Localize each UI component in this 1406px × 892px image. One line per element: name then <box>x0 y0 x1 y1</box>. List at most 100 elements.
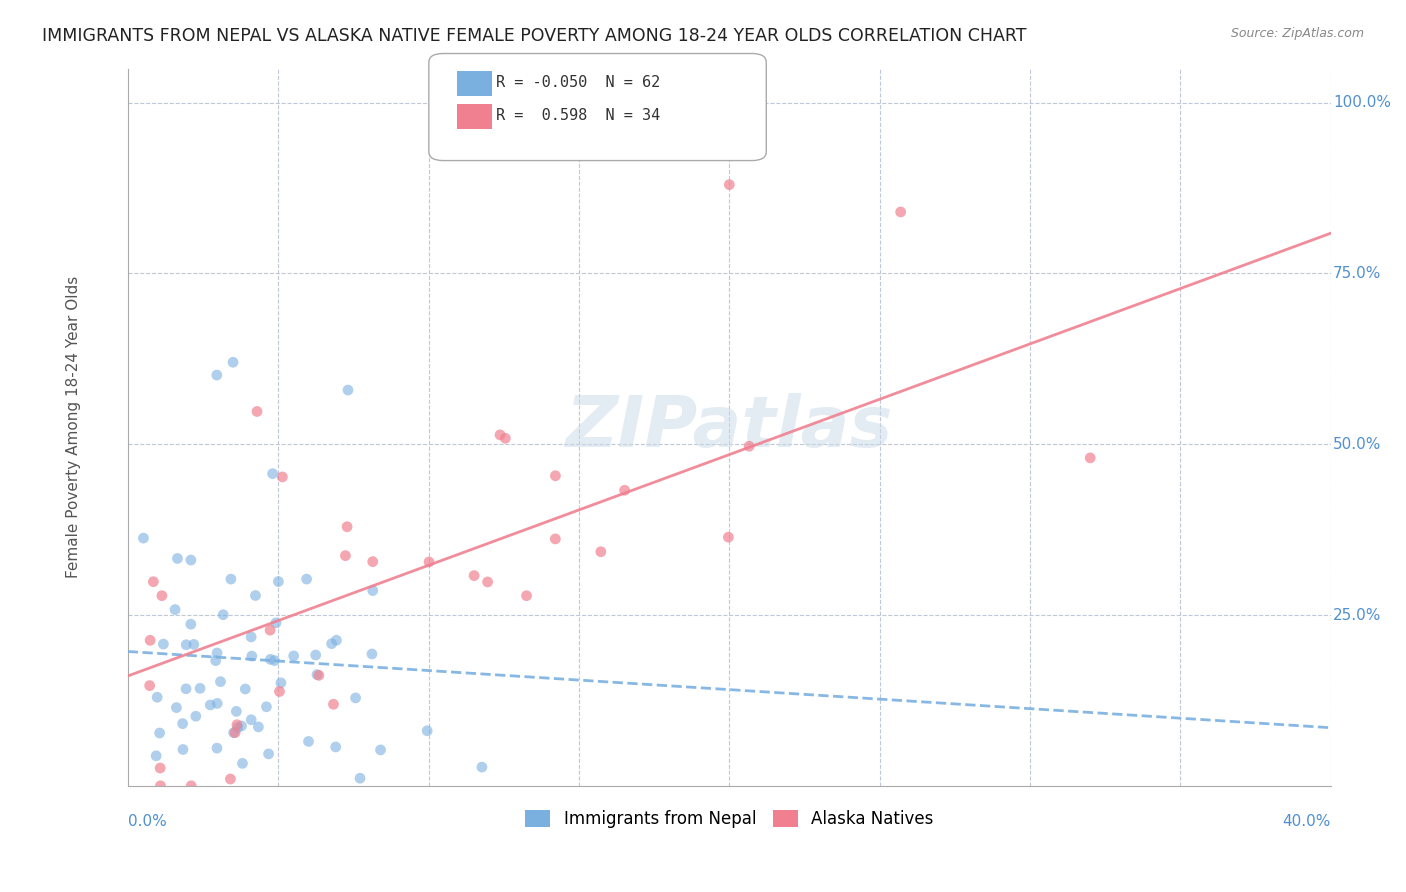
Point <box>149 761 172 775</box>
Point <box>165 602 187 616</box>
Point <box>149 726 172 740</box>
Point <box>337 383 360 397</box>
Point <box>325 633 347 648</box>
Point <box>349 771 371 785</box>
Point <box>463 568 485 582</box>
Point <box>205 646 228 660</box>
Legend: Immigrants from Nepal, Alaska Natives: Immigrants from Nepal, Alaska Natives <box>519 804 941 835</box>
Point <box>890 205 912 219</box>
Point <box>283 648 305 663</box>
Point <box>204 654 226 668</box>
Point <box>494 431 516 445</box>
Point <box>205 741 228 756</box>
Point <box>174 681 197 696</box>
Point <box>139 633 162 648</box>
Text: 40.0%: 40.0% <box>1282 814 1331 830</box>
Text: 100.0%: 100.0% <box>1333 95 1391 111</box>
Point <box>226 717 249 731</box>
Point <box>174 638 197 652</box>
Point <box>222 355 245 369</box>
Point <box>172 742 194 756</box>
Text: IMMIGRANTS FROM NEPAL VS ALASKA NATIVE FEMALE POVERTY AMONG 18-24 YEAR OLDS CORR: IMMIGRANTS FROM NEPAL VS ALASKA NATIVE F… <box>42 27 1026 45</box>
Point <box>361 647 384 661</box>
Point <box>257 747 280 761</box>
Point <box>264 615 287 630</box>
Point <box>308 668 330 682</box>
Point <box>336 520 359 534</box>
Point <box>370 743 392 757</box>
Point <box>231 756 253 771</box>
Point <box>240 713 263 727</box>
Point <box>246 404 269 418</box>
Point <box>165 700 187 714</box>
Point <box>717 530 740 544</box>
Point <box>180 617 202 632</box>
Point <box>259 652 281 666</box>
Point <box>219 572 242 586</box>
Point <box>183 637 205 651</box>
Point <box>184 709 207 723</box>
Point <box>718 178 741 192</box>
Point <box>515 589 537 603</box>
Point <box>145 748 167 763</box>
Point <box>418 555 440 569</box>
Point <box>361 583 384 598</box>
Text: ZIPatlas: ZIPatlas <box>565 392 893 462</box>
Point <box>262 467 284 481</box>
Point <box>225 705 247 719</box>
Point <box>240 630 263 644</box>
Text: Source: ZipAtlas.com: Source: ZipAtlas.com <box>1230 27 1364 40</box>
Point <box>231 719 253 733</box>
Point <box>263 654 285 668</box>
Point <box>613 483 636 498</box>
Point <box>152 637 174 651</box>
Text: 50.0%: 50.0% <box>1333 437 1382 451</box>
Text: 75.0%: 75.0% <box>1333 266 1382 281</box>
Point <box>132 531 155 545</box>
Text: R =  0.598  N = 34: R = 0.598 N = 34 <box>496 109 661 123</box>
Point <box>180 779 202 793</box>
Text: R = -0.050  N = 62: R = -0.050 N = 62 <box>496 75 661 89</box>
Point <box>321 637 343 651</box>
Point <box>297 734 319 748</box>
Point <box>416 723 439 738</box>
Point <box>205 368 228 382</box>
Point <box>471 760 494 774</box>
Point <box>271 470 294 484</box>
Point <box>305 667 328 681</box>
Point <box>589 545 612 559</box>
Point <box>146 690 169 705</box>
Point <box>361 555 384 569</box>
Point <box>544 468 567 483</box>
Point <box>247 720 270 734</box>
Point <box>322 698 344 712</box>
Point <box>544 532 567 546</box>
Point <box>305 648 328 662</box>
Point <box>180 553 202 567</box>
Point <box>149 779 172 793</box>
Point <box>267 574 290 589</box>
Text: Female Poverty Among 18-24 Year Olds: Female Poverty Among 18-24 Year Olds <box>66 276 82 578</box>
Point <box>256 699 278 714</box>
Point <box>240 649 263 664</box>
Point <box>142 574 165 589</box>
Point <box>259 623 281 637</box>
Point <box>489 428 512 442</box>
Point <box>205 697 228 711</box>
Point <box>335 549 357 563</box>
Point <box>269 684 291 698</box>
Point <box>188 681 211 696</box>
Point <box>200 698 222 712</box>
Point <box>222 725 245 739</box>
Point <box>477 574 499 589</box>
Point <box>224 725 246 739</box>
Point <box>325 739 347 754</box>
Point <box>233 681 256 696</box>
Text: 25.0%: 25.0% <box>1333 607 1382 623</box>
Point <box>166 551 188 566</box>
Point <box>138 679 160 693</box>
Point <box>270 676 292 690</box>
Point <box>245 589 267 603</box>
Point <box>219 772 242 786</box>
Point <box>209 674 232 689</box>
